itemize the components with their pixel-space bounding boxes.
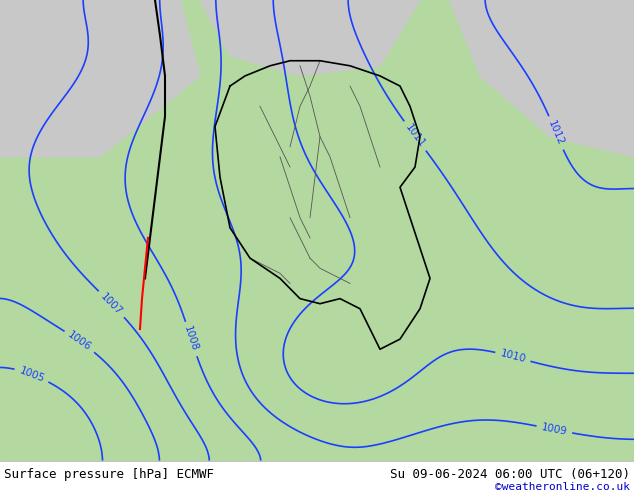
Text: ©weatheronline.co.uk: ©weatheronline.co.uk: [495, 482, 630, 490]
Text: 1006: 1006: [66, 330, 93, 353]
Text: 1009: 1009: [541, 422, 568, 437]
Text: Su 09-06-2024 06:00 UTC (06+120): Su 09-06-2024 06:00 UTC (06+120): [390, 468, 630, 482]
Text: 1007: 1007: [99, 291, 124, 317]
Text: 1008: 1008: [183, 325, 200, 353]
Polygon shape: [0, 0, 200, 157]
Text: 1010: 1010: [499, 348, 527, 365]
Text: 1011: 1011: [403, 122, 427, 149]
Polygon shape: [450, 0, 634, 157]
Text: 1005: 1005: [18, 365, 46, 384]
Text: 1012: 1012: [547, 119, 566, 147]
Polygon shape: [200, 0, 420, 76]
Text: Surface pressure [hPa] ECMWF: Surface pressure [hPa] ECMWF: [4, 468, 214, 482]
Polygon shape: [0, 0, 634, 461]
